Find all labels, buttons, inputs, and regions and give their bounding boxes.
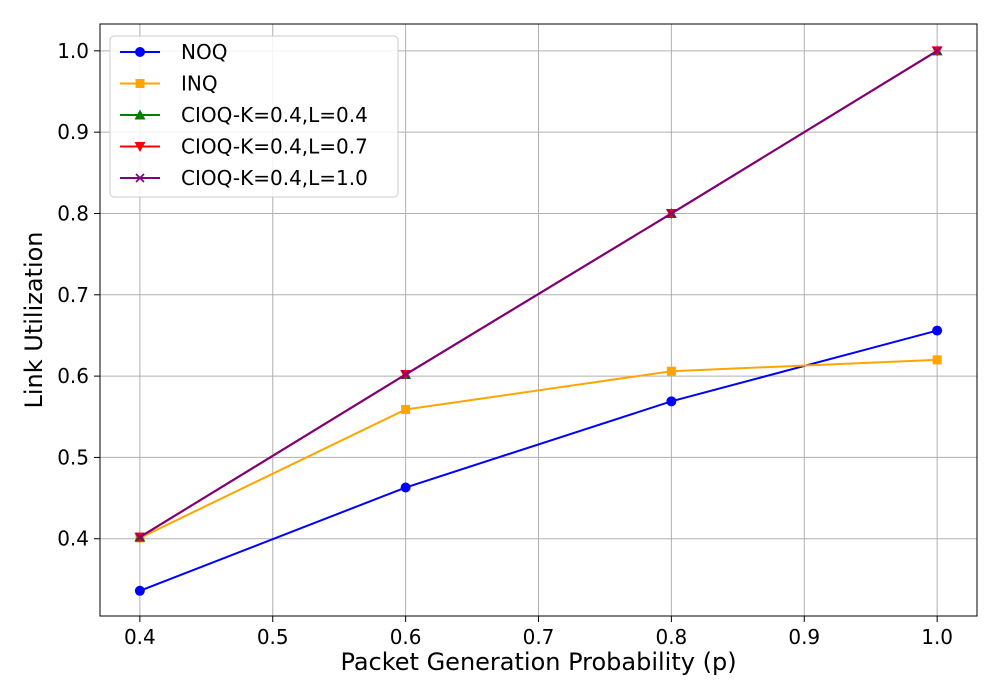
legend-label: NOQ: [181, 40, 227, 64]
x-axis-label: Packet Generation Probability (p): [340, 648, 736, 676]
data-point: [401, 404, 411, 414]
legend-box: [109, 35, 399, 198]
legend-item: NOQ: [120, 40, 227, 64]
data-point: [666, 366, 676, 376]
legend-marker: [135, 47, 145, 57]
y-tick-label: 0.7: [57, 283, 89, 307]
legend-marker: [134, 142, 146, 152]
y-tick-label: 0.9: [57, 120, 89, 144]
grid: [100, 24, 977, 616]
series-5: [135, 46, 942, 542]
x-tick-label: 0.8: [655, 625, 687, 649]
y-tick-label: 0.6: [57, 364, 89, 388]
legend-item: INQ: [120, 72, 218, 96]
x-tick-label: 0.6: [390, 625, 422, 649]
y-axis-label: Link Utilization: [20, 231, 48, 408]
legend-marker: [134, 109, 146, 120]
x-tick-label: 0.9: [788, 625, 820, 649]
x-tick-label: 0.5: [257, 625, 289, 649]
x-tick-label: 0.4: [124, 625, 156, 649]
data-point: [932, 325, 943, 336]
series-line: [139, 358, 938, 539]
y-tick-label: 0.8: [57, 201, 89, 225]
series-line: [139, 49, 938, 538]
legend: NOQ INQ CIOQ-K=0.4,L=0.4 CIOQ-K=0.4,L=0.7 CI…: [109, 35, 399, 198]
legend-label: CIOQ-K=0.4,L=0.4: [181, 103, 368, 127]
data-point: [400, 482, 411, 493]
x-tick-label: 1.0: [921, 625, 953, 649]
legend-marker: [135, 79, 145, 88]
legend-item: CIOQ-K=0.4,L=1.0: [120, 166, 368, 190]
y-tick-label: 0.5: [57, 445, 89, 469]
x-tick-label: 0.7: [523, 625, 555, 649]
legend-marker: [135, 173, 145, 183]
legend-label: INQ: [181, 72, 218, 96]
legend-label: CIOQ-K=0.4,L=1.0: [181, 166, 368, 190]
data-point: [666, 208, 676, 219]
axis-ticks: 0.4 0.5 0.6 0.7 0.8 0.9 1.0 0.4 0.5 0.6 0.7 0.8 0.9 1…: [57, 39, 953, 649]
y-tick-label: 0.4: [57, 527, 89, 551]
data-point: [932, 46, 942, 56]
data-point: [135, 532, 145, 542]
legend-item: CIOQ-K=0.4,L=0.7: [120, 135, 368, 159]
series-group: [134, 45, 943, 596]
data-point: [932, 355, 942, 365]
data-point: [666, 396, 677, 407]
data-point: [401, 369, 411, 380]
legend-label: CIOQ-K=0.4,L=0.7: [181, 135, 368, 159]
y-tick-label: 1.0: [57, 39, 89, 63]
legend-item: CIOQ-K=0.4,L=0.4: [120, 103, 368, 127]
data-point: [134, 585, 145, 596]
